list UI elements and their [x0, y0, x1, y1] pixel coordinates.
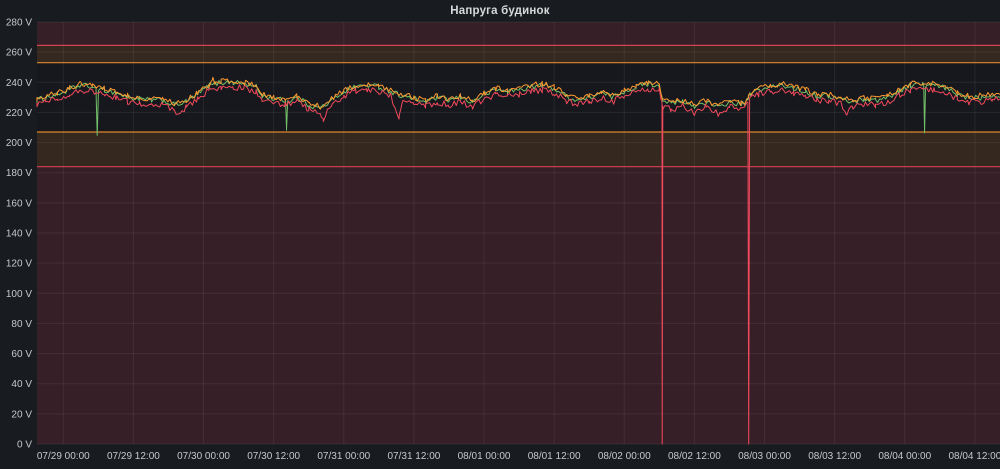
y-axis-tick-label: 240 V — [6, 78, 32, 89]
threshold-band — [37, 45, 1000, 63]
x-axis-tick-label: 07/30 12:00 — [247, 451, 300, 462]
series-line-orange — [36, 76, 1000, 110]
x-axis-tick-label: 08/01 12:00 — [528, 451, 581, 462]
y-axis-tick-label: 160 V — [6, 198, 32, 209]
x-axis-tick-label: 08/04 12:00 — [948, 451, 1000, 462]
threshold-band — [37, 132, 1000, 167]
y-axis-tick-label: 100 V — [6, 289, 32, 300]
x-axis-tick-label: 08/03 00:00 — [738, 451, 791, 462]
y-axis-tick-label: 60 V — [11, 349, 32, 360]
threshold-band — [37, 22, 1000, 46]
x-axis-tick-label: 08/02 12:00 — [668, 451, 721, 462]
series-line-red — [36, 84, 1000, 445]
y-axis-tick-label: 220 V — [6, 108, 32, 119]
x-axis-tick-label: 07/29 12:00 — [107, 451, 160, 462]
x-axis-tick-label: 08/01 00:00 — [458, 451, 511, 462]
y-axis-tick-label: 120 V — [6, 259, 32, 270]
y-axis-tick-label: 280 V — [6, 18, 32, 29]
y-axis-tick-label: 200 V — [6, 138, 32, 149]
x-axis-tick-label: 07/30 00:00 — [177, 451, 230, 462]
y-axis-tick-label: 140 V — [6, 229, 32, 240]
y-axis-tick-label: 0 V — [17, 440, 32, 451]
panel-title: Напруга будинок — [450, 5, 550, 17]
y-axis-tick-label: 180 V — [6, 168, 32, 179]
x-axis-tick-label: 07/29 00:00 — [37, 451, 90, 462]
y-axis-tick-label: 20 V — [11, 409, 32, 420]
y-axis-tick-label: 260 V — [6, 48, 32, 59]
y-axis-tick-label: 80 V — [11, 319, 32, 330]
x-axis-tick-label: 08/04 00:00 — [878, 451, 931, 462]
x-axis-tick-label: 08/03 12:00 — [808, 451, 861, 462]
x-axis-tick-label: 07/31 00:00 — [317, 451, 370, 462]
y-axis-tick-label: 40 V — [11, 379, 32, 390]
threshold-band — [37, 166, 1000, 444]
x-axis-tick-label: 07/31 12:00 — [387, 451, 440, 462]
plot-background — [37, 22, 1000, 444]
x-axis-tick-label: 08/02 00:00 — [598, 451, 651, 462]
